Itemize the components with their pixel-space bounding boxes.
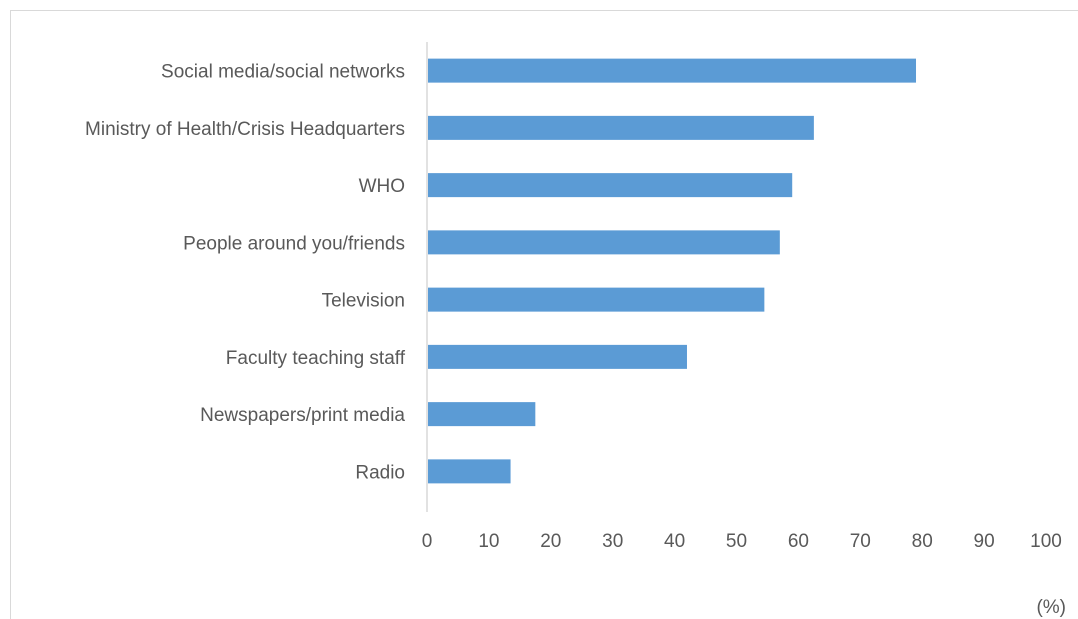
category-label: Television (322, 291, 405, 312)
category-labels: Social media/social networks Ministry of … (85, 62, 406, 484)
bar (428, 115, 814, 140)
x-tick-label: 50 (726, 531, 747, 552)
category-label: Radio (355, 462, 405, 483)
category-label: People around you/friends (183, 233, 405, 254)
bars-group (428, 58, 917, 484)
x-tick-label: 0 (422, 531, 433, 552)
x-tick-label: 100 (1030, 531, 1062, 552)
x-tick-label: 70 (850, 531, 871, 552)
x-tick-label: 30 (602, 531, 623, 552)
category-label: Ministry of Health/Crisis Headquarters (85, 119, 405, 140)
category-label: Social media/social networks (161, 62, 405, 83)
x-tick-label: 60 (788, 531, 809, 552)
x-tick-label: 80 (912, 531, 933, 552)
x-tick-label: 20 (540, 531, 561, 552)
bar (428, 402, 536, 427)
bar (428, 459, 511, 484)
bar (428, 173, 793, 198)
bar (428, 287, 765, 312)
category-label: Newspapers/print media (200, 405, 405, 426)
bar (428, 344, 687, 369)
x-axis-unit-label: (%) (1036, 597, 1066, 618)
category-label: Faculty teaching staff (226, 348, 406, 369)
x-tick-labels: 0 10 20 30 40 50 60 70 80 90 100 (422, 531, 1062, 552)
bar (428, 58, 917, 83)
x-tick-label: 10 (478, 531, 499, 552)
x-tick-label: 90 (974, 531, 995, 552)
chart-frame (10, 10, 1078, 619)
x-tick-label: 40 (664, 531, 685, 552)
category-label: WHO (359, 176, 405, 197)
bar (428, 230, 780, 255)
